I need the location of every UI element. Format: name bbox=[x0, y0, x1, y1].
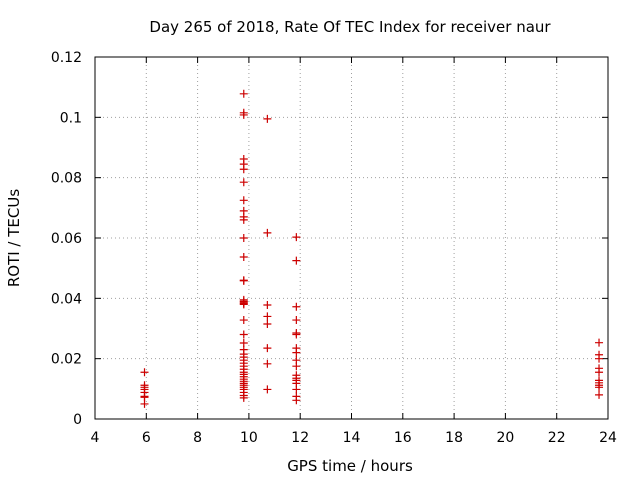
data-point bbox=[140, 368, 149, 377]
data-point bbox=[595, 390, 604, 399]
data-point bbox=[292, 233, 301, 242]
data-point bbox=[239, 89, 248, 98]
data-point bbox=[595, 338, 604, 347]
data-point bbox=[292, 348, 301, 357]
data-point bbox=[595, 368, 604, 377]
y-tick-label: 0.06 bbox=[51, 231, 82, 247]
x-tick-label: 4 bbox=[91, 430, 100, 446]
data-point bbox=[263, 344, 272, 353]
data-point bbox=[263, 300, 272, 309]
data-point bbox=[239, 196, 248, 205]
data-point bbox=[239, 234, 248, 242]
axis-ticks: 4 6 8 10 12 14 16 18 20 22 24 0 0.02 0.04 0.06 0.08 0.1 0… bbox=[51, 50, 617, 446]
data-point bbox=[263, 385, 272, 394]
data-point bbox=[239, 393, 248, 402]
data-point bbox=[595, 383, 604, 392]
data-point bbox=[239, 215, 248, 224]
data-point bbox=[595, 354, 604, 363]
y-tick-label: 0.08 bbox=[51, 171, 82, 187]
x-tick-label: 8 bbox=[193, 430, 202, 446]
chart-title: Day 265 of 2018, Rate Of TEC Index for r… bbox=[149, 18, 551, 36]
data-point bbox=[239, 110, 248, 119]
data-points bbox=[140, 89, 604, 408]
data-point bbox=[263, 228, 272, 237]
data-point bbox=[292, 256, 301, 265]
y-axis-title: ROTI / TECUs bbox=[5, 189, 23, 287]
x-tick-label: 10 bbox=[240, 430, 258, 446]
data-point bbox=[263, 319, 272, 328]
y-tick-label: 0.12 bbox=[51, 50, 82, 66]
x-tick-label: 16 bbox=[394, 430, 412, 446]
x-tick-label: 22 bbox=[548, 430, 566, 446]
data-point bbox=[239, 330, 248, 339]
data-point bbox=[239, 276, 248, 285]
x-tick-label: 18 bbox=[445, 430, 463, 446]
data-point bbox=[292, 396, 301, 405]
data-point bbox=[263, 114, 272, 123]
x-tick-label: 24 bbox=[599, 430, 617, 446]
data-point bbox=[239, 316, 248, 325]
grid-lines bbox=[95, 57, 608, 419]
data-point bbox=[292, 302, 301, 311]
y-tick-label: 0 bbox=[73, 412, 82, 428]
data-point bbox=[263, 312, 272, 321]
y-tick-label: 0.1 bbox=[60, 110, 82, 126]
data-point bbox=[239, 253, 248, 262]
data-point bbox=[239, 178, 248, 187]
x-tick-label: 12 bbox=[291, 430, 309, 446]
data-point bbox=[239, 165, 248, 174]
data-point bbox=[239, 300, 248, 309]
x-axis-title: GPS time / hours bbox=[287, 457, 413, 475]
y-tick-label: 0.04 bbox=[51, 291, 82, 307]
y-tick-label: 0.02 bbox=[51, 352, 82, 368]
data-point bbox=[292, 316, 301, 325]
data-point bbox=[292, 385, 301, 394]
x-tick-label: 14 bbox=[343, 430, 361, 446]
data-point bbox=[263, 359, 272, 368]
data-point bbox=[140, 399, 149, 408]
x-tick-label: 6 bbox=[142, 430, 151, 446]
data-point bbox=[292, 330, 301, 339]
data-point bbox=[292, 362, 301, 371]
x-tick-label: 20 bbox=[496, 430, 514, 446]
